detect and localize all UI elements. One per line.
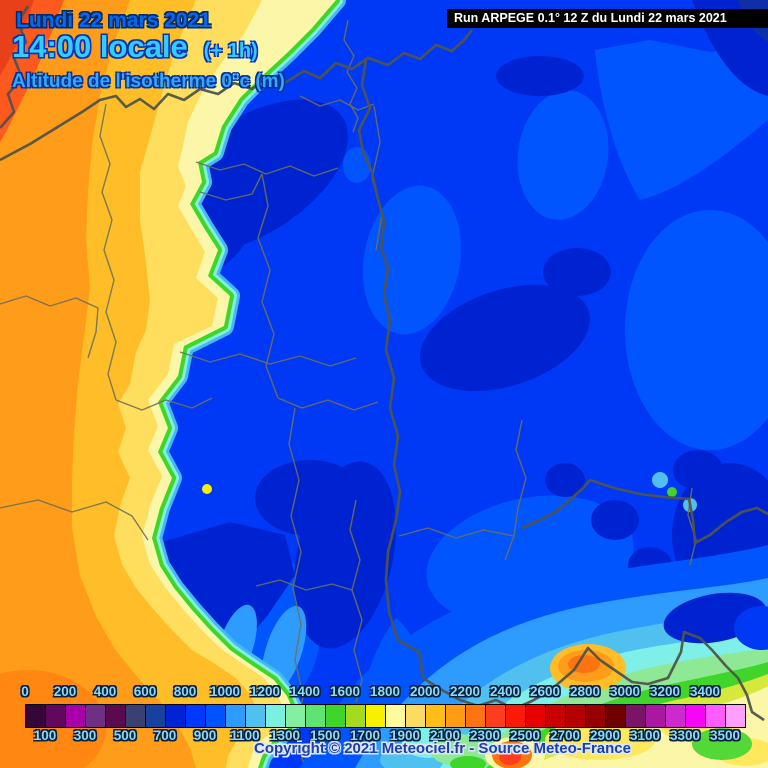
legend-color-cell bbox=[266, 705, 286, 727]
legend-color-cell bbox=[446, 705, 466, 727]
legend-tick-label: 3100 bbox=[629, 728, 661, 743]
legend-color-cell bbox=[346, 705, 366, 727]
legend-tick-label: 1800 bbox=[369, 684, 401, 699]
legend-color-cell bbox=[206, 705, 226, 727]
legend-tick-label: 1500 bbox=[309, 728, 341, 743]
legend-tick-label: 1900 bbox=[389, 728, 421, 743]
time-offset-label: (+ 1h) bbox=[203, 40, 258, 62]
legend-tick-label: 3300 bbox=[669, 728, 701, 743]
legend-color-cell bbox=[26, 705, 46, 727]
date-label: Lundi 22 mars 2021 bbox=[16, 9, 211, 32]
legend-color-cell bbox=[726, 705, 745, 727]
legend-color-cell bbox=[606, 705, 626, 727]
legend-tick-label: 3500 bbox=[709, 728, 741, 743]
legend-color-cell bbox=[666, 705, 686, 727]
legend-color-cell bbox=[226, 705, 246, 727]
legend-color-cell bbox=[526, 705, 546, 727]
legend-color-cell bbox=[686, 705, 706, 727]
legend-tick-label: 3400 bbox=[689, 684, 721, 699]
legend-tick-label: 1200 bbox=[249, 684, 281, 699]
legend-tick-label: 700 bbox=[153, 728, 177, 743]
legend-color-cell bbox=[466, 705, 486, 727]
legend-color-cell bbox=[366, 705, 386, 727]
legend-tick-label: 0 bbox=[21, 684, 29, 699]
legend-color-cell bbox=[626, 705, 646, 727]
legend-color-cell bbox=[506, 705, 526, 727]
isotherm-subtitle: Altitude de l'isotherme 0°c (m) bbox=[12, 71, 285, 92]
legend-tick-label: 2300 bbox=[469, 728, 501, 743]
legend-tick-label: 2000 bbox=[409, 684, 441, 699]
legend-color-cell bbox=[146, 705, 166, 727]
legend-color-cell bbox=[486, 705, 506, 727]
legend-color-cell bbox=[126, 705, 146, 727]
legend-bottom-labels: 100 300 500 700 900 1100 1300 1500 1700 1900 2100 2… bbox=[0, 728, 768, 744]
run-info-bar: Run ARPEGE 0.1° 12 Z du Lundi 22 mars 20… bbox=[447, 9, 768, 28]
legend-tick-label: 800 bbox=[173, 684, 197, 699]
legend-color-cell bbox=[306, 705, 326, 727]
legend-tick-label: 600 bbox=[133, 684, 157, 699]
legend-color-cell bbox=[246, 705, 266, 727]
legend-tick-label: 2700 bbox=[549, 728, 581, 743]
legend-tick-label: 2600 bbox=[529, 684, 561, 699]
legend-color-cell bbox=[166, 705, 186, 727]
legend-color-cell bbox=[646, 705, 666, 727]
legend-tick-label: 3200 bbox=[649, 684, 681, 699]
legend-tick-label: 2900 bbox=[589, 728, 621, 743]
legend-color-cell bbox=[326, 705, 346, 727]
legend-color-cell bbox=[46, 705, 66, 727]
legend-tick-label: 1400 bbox=[289, 684, 321, 699]
legend-tick-label: 900 bbox=[193, 728, 217, 743]
time-row: 14:00 locale (+ 1h) bbox=[12, 31, 258, 62]
legend-color-cell bbox=[386, 705, 406, 727]
legend-tick-label: 300 bbox=[73, 728, 97, 743]
legend-tick-label: 2400 bbox=[489, 684, 521, 699]
legend-tick-label: 2200 bbox=[449, 684, 481, 699]
legend-tick-label: 3000 bbox=[609, 684, 641, 699]
legend-tick-label: 1300 bbox=[269, 728, 301, 743]
legend-tick-label: 1700 bbox=[349, 728, 381, 743]
legend-tick-label: 1100 bbox=[230, 728, 260, 743]
legend-color-cell bbox=[426, 705, 446, 727]
legend-color-cell bbox=[586, 705, 606, 727]
legend-colorbar bbox=[25, 704, 746, 728]
legend-top-labels: 0 200 400 600 800 1000 1200 1400 1600 1800 2000 220… bbox=[0, 684, 768, 700]
legend-tick-label: 2100 bbox=[429, 728, 461, 743]
legend-color-cell bbox=[86, 705, 106, 727]
legend-tick-label: 100 bbox=[33, 728, 57, 743]
legend-color-cell bbox=[546, 705, 566, 727]
legend-tick-label: 200 bbox=[53, 684, 77, 699]
legend-tick-label: 500 bbox=[113, 728, 137, 743]
copyright-label: Copyright © 2021 Meteociel.fr - Source M… bbox=[254, 740, 631, 757]
legend-color-cell bbox=[186, 705, 206, 727]
legend-color-cell bbox=[406, 705, 426, 727]
legend-color-cell bbox=[286, 705, 306, 727]
legend-color-cell bbox=[106, 705, 126, 727]
time-label: 14:00 locale bbox=[12, 29, 188, 64]
legend-tick-label: 2800 bbox=[569, 684, 601, 699]
legend-color-cell bbox=[66, 705, 86, 727]
legend-tick-label: 400 bbox=[93, 684, 117, 699]
legend-tick-label: 2500 bbox=[509, 728, 541, 743]
legend-color-cell bbox=[706, 705, 726, 727]
legend-tick-label: 1000 bbox=[209, 684, 241, 699]
legend-tick-label: 1600 bbox=[329, 684, 361, 699]
legend-color-cell bbox=[566, 705, 586, 727]
